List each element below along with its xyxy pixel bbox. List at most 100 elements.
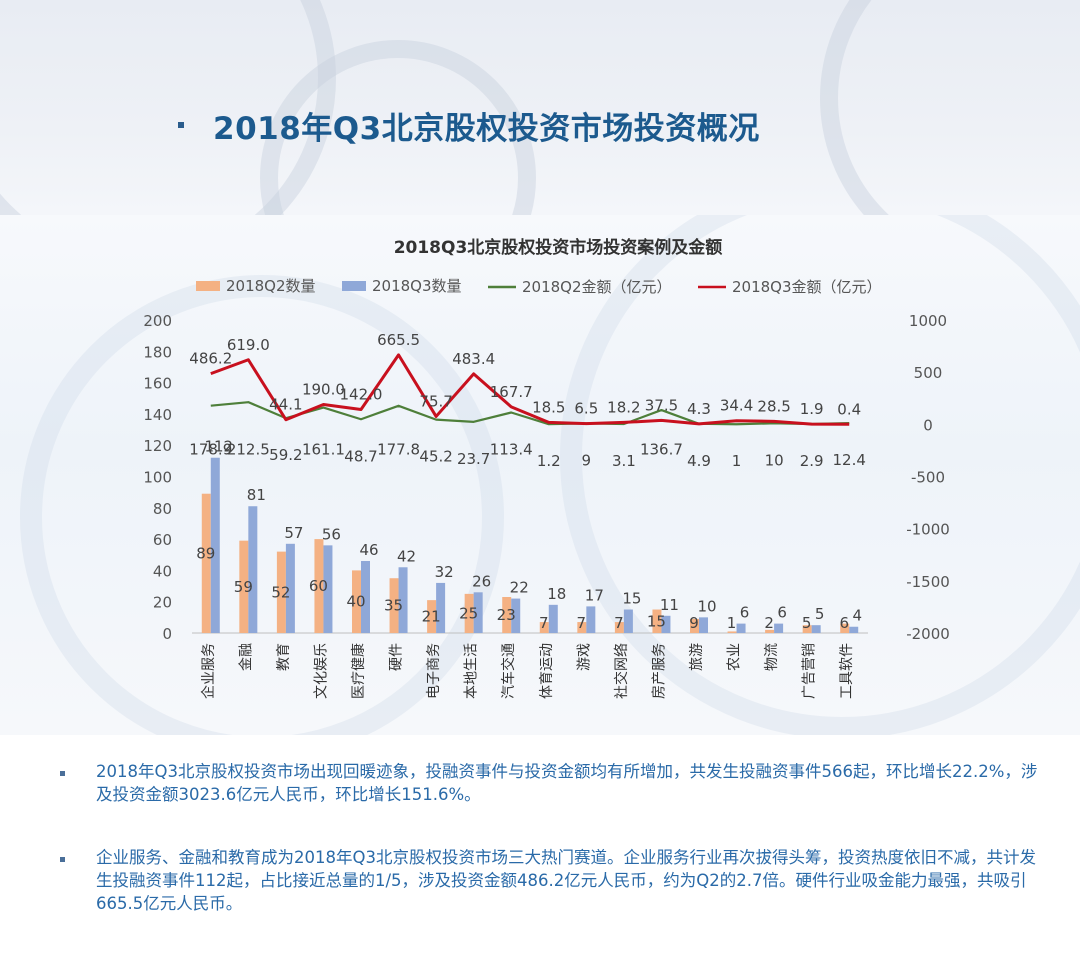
bar <box>586 606 596 633</box>
bar <box>623 609 633 633</box>
y-left-tick-label: 40 <box>153 562 172 580</box>
x-tick-label: 硬件 <box>389 643 405 671</box>
line-data-label: 28.5 <box>757 397 790 415</box>
line-data-label: 34.4 <box>720 397 753 415</box>
bar <box>849 626 859 633</box>
bar <box>314 539 324 633</box>
bar <box>276 551 286 633</box>
line-data-label: 486.2 <box>189 350 232 368</box>
legend-label: 2018Q2金额（亿元） <box>522 278 672 296</box>
bar-data-label: 1 <box>727 614 737 632</box>
x-tick-label: 汽车交通 <box>500 643 517 699</box>
bar-data-label: 4 <box>852 607 862 625</box>
bar <box>248 506 258 633</box>
legend-label: 2018Q3数量 <box>372 277 462 295</box>
chart-title: 2018Q3北京股权投资市场投资案例及金额 <box>394 237 723 258</box>
line-data-label: 161.1 <box>302 440 345 458</box>
bar-data-label: 6 <box>839 614 849 632</box>
bar-data-label: 7 <box>614 614 624 632</box>
bar-data-label: 25 <box>459 604 478 622</box>
bar <box>323 545 333 633</box>
bar-data-label: 22 <box>510 579 529 597</box>
x-tick-label: 工具软件 <box>839 643 855 699</box>
legend-label: 2018Q2数量 <box>226 277 316 295</box>
x-tick-label: 电子商务 <box>426 643 442 699</box>
line-data-label: 1.9 <box>800 400 824 418</box>
y-left-tick-label: 100 <box>143 469 172 487</box>
bar <box>427 600 437 633</box>
bar-data-label: 21 <box>422 608 441 626</box>
y-right-tick-label: -1500 <box>906 573 950 591</box>
bar-data-label: 6 <box>777 604 787 622</box>
line-data-label: 4.9 <box>687 452 711 470</box>
line-data-label: 45.2 <box>419 448 452 466</box>
bar-data-label: 11 <box>660 596 679 614</box>
bar-data-label: 60 <box>309 577 328 595</box>
bar-data-label: 9 <box>689 614 699 632</box>
x-tick-label: 旅游 <box>689 643 705 671</box>
y-left-tick-label: 0 <box>162 625 172 643</box>
line-data-label: 75.7 <box>419 392 452 410</box>
y-left-tick-label: 120 <box>143 437 172 455</box>
x-tick-label: 社交网络 <box>613 643 630 699</box>
summary-paragraph: 2018年Q3北京股权投资市场出现回暖迹象，投融资事件与投资金额均有所增加，共发… <box>96 762 1038 804</box>
bar <box>389 578 399 633</box>
bar <box>661 615 671 633</box>
y-right-tick-label: 1000 <box>909 312 947 330</box>
line-data-label: 190.0 <box>302 381 345 399</box>
x-tick-label: 金融 <box>238 643 254 671</box>
bar <box>502 597 512 633</box>
decor-ring <box>820 0 1080 215</box>
title-bullet-icon <box>178 122 184 128</box>
bar-data-label: 7 <box>577 614 587 632</box>
x-tick-label: 教育 <box>276 643 292 671</box>
line-data-label: 1.2 <box>537 452 561 470</box>
line-data-label: 113.4 <box>490 441 533 459</box>
bar <box>802 625 812 633</box>
bar <box>464 593 474 633</box>
bar-data-label: 32 <box>435 563 454 581</box>
y-right-tick-label: -1000 <box>906 521 950 539</box>
x-tick-label: 游戏 <box>576 643 592 671</box>
bar <box>436 582 446 633</box>
chart: 2018Q3北京股权投资市场投资案例及金额 2018Q2数量 2018Q3数量 201… <box>143 237 950 699</box>
legend-swatch <box>196 281 220 291</box>
bar-data-label: 15 <box>647 612 666 630</box>
bar <box>285 543 295 633</box>
line-data-label: 483.4 <box>452 350 495 368</box>
bar <box>690 618 699 633</box>
bar-data-label: 52 <box>271 583 290 601</box>
line-data-label: 12.4 <box>833 451 866 469</box>
y-right-tick-label: 500 <box>914 364 943 382</box>
y-right-tick-label: -2000 <box>906 625 950 643</box>
bar <box>614 622 624 633</box>
bar-data-label: 5 <box>802 614 812 632</box>
y-right-tick-label: -500 <box>911 469 945 487</box>
bar <box>511 598 521 633</box>
line-data-label: 59.2 <box>269 446 302 464</box>
line-data-label: 177.8 <box>377 440 420 458</box>
bar <box>577 622 587 633</box>
bar-data-label: 89 <box>196 545 215 563</box>
page-title: 2018年Q3北京股权投资市场投资概况 <box>213 111 760 147</box>
bullet-icon <box>60 771 65 776</box>
x-tick-label: 本地生活 <box>464 643 480 699</box>
bar-data-label: 57 <box>284 524 303 542</box>
bar <box>473 592 483 633</box>
bar-data-label: 56 <box>322 525 341 543</box>
line-data-label: 167.7 <box>490 383 533 401</box>
y-right-tick-label: 0 <box>923 416 933 434</box>
line-data-label: 212.5 <box>227 440 270 458</box>
series-line <box>210 353 850 426</box>
bar <box>398 567 408 633</box>
detail-paragraph: 企业服务、金融和教育成为2018年Q3北京股权投资市场三大热门赛道。企业服务行业… <box>96 848 1036 913</box>
line-data-label: 2.9 <box>800 452 824 470</box>
y-left-tick-label: 80 <box>153 500 172 518</box>
bar <box>201 493 211 633</box>
chart-background <box>0 215 1080 735</box>
line-data-label: 48.7 <box>344 447 377 465</box>
bar-data-label: 46 <box>359 541 378 559</box>
bar <box>539 622 549 633</box>
bar <box>774 623 784 633</box>
bar-data-label: 10 <box>697 597 716 615</box>
